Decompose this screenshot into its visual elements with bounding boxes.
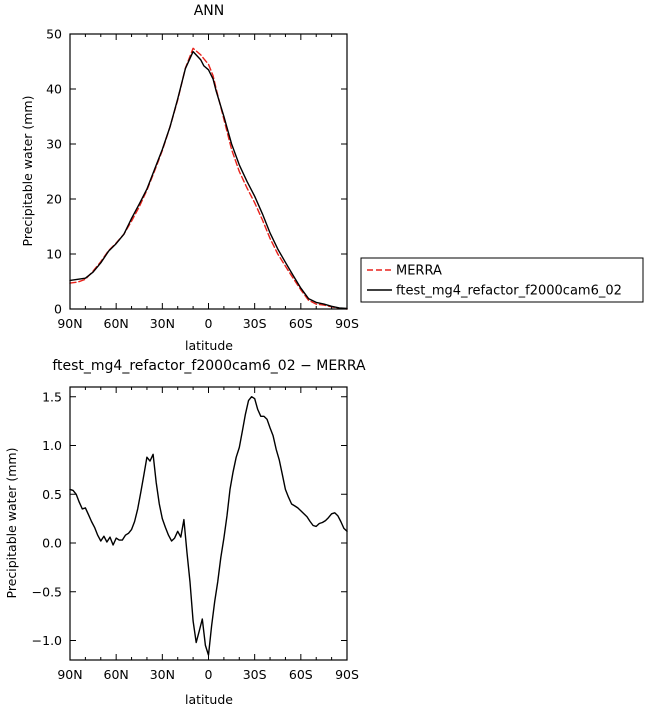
y-tick-label: 1.0	[42, 438, 62, 453]
series-line-ftest-mg4-refactor-f2000cam6-02	[69, 50, 348, 310]
plot-frame	[69, 386, 348, 661]
y-axis-label: Precipitable water (mm)	[20, 96, 35, 247]
x-tick-label: 90N	[57, 316, 82, 331]
y-tick-label: −1.0	[32, 633, 62, 648]
legend: MERRA ftest_mg4_refactor_f2000cam6_02	[360, 257, 644, 303]
x-tick-label: 60N	[104, 667, 129, 682]
y-tick-label: 30	[46, 137, 62, 152]
precipitable-water-panel: ANN 90N 60N 30N 0 30S 60S 90S 0 10 20 30 40 50 Preci…	[20, 3, 359, 353]
x-tick-label: 0	[205, 316, 213, 331]
x-tick-label: 60S	[289, 316, 313, 331]
x-tick-label: 60N	[104, 316, 129, 331]
x-tick-label: 30S	[243, 667, 267, 682]
y-tick-label: 0.0	[42, 536, 62, 551]
y-tick-label: 0	[54, 302, 62, 317]
x-tick-label: 30S	[243, 316, 267, 331]
series-line-merra	[69, 47, 348, 310]
series-group	[69, 47, 348, 310]
x-tick-label: 30N	[150, 667, 175, 682]
series-line-difference	[69, 396, 348, 656]
legend-label-merra: MERRA	[396, 264, 442, 279]
y-tick-label: 20	[46, 192, 62, 207]
x-tick-label: 90S	[335, 316, 359, 331]
axis-ticks: 90N 60N 30N 0 30S 60S 90S 0 10 20 30 40 50	[46, 27, 359, 332]
y-tick-label: 1.5	[42, 389, 62, 404]
x-tick-label: 60S	[289, 667, 313, 682]
y-tick-label: −0.5	[32, 584, 62, 599]
series-group	[69, 396, 348, 656]
y-tick-label: 0.5	[42, 487, 62, 502]
panel-title: ftest_mg4_refactor_f2000cam6_02 − MERRA	[52, 358, 366, 374]
x-tick-label: 0	[205, 667, 213, 682]
panel-title: ANN	[194, 3, 225, 19]
x-axis-label: latitude	[185, 692, 233, 707]
x-tick-label: 30N	[150, 316, 175, 331]
y-tick-label: 40	[46, 82, 62, 97]
legend-box	[360, 257, 644, 303]
axis-ticks: 90N 60N 30N 0 30S 60S 90S −1.0 −0.5 0.0 0.5 1.0 1.5	[32, 387, 359, 682]
legend-label-model: ftest_mg4_refactor_f2000cam6_02	[396, 284, 622, 299]
y-tick-label: 10	[46, 247, 62, 262]
x-tick-label: 90S	[335, 667, 359, 682]
y-axis-label: Precipitable water (mm)	[4, 448, 19, 599]
plot-frame	[69, 33, 348, 310]
y-tick-label: 50	[46, 27, 62, 42]
x-axis-label: latitude	[185, 338, 233, 353]
x-tick-label: 90N	[57, 667, 82, 682]
difference-panel: ftest_mg4_refactor_f2000cam6_02 − MERRA …	[4, 358, 366, 707]
